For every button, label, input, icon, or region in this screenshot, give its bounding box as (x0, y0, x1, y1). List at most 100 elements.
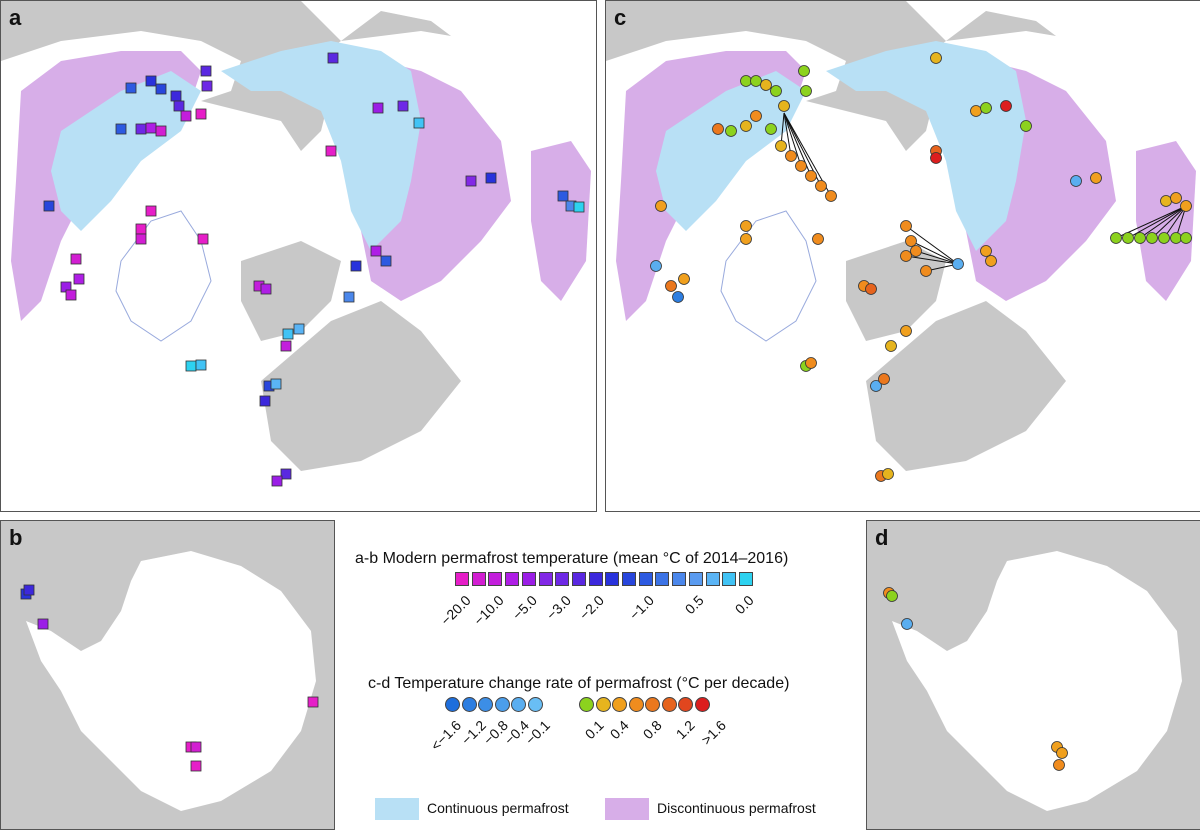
site-marker (135, 123, 147, 135)
site-marker (135, 223, 147, 235)
site-marker (280, 468, 292, 480)
site-marker (259, 395, 271, 407)
temperature-tick-label: −2.0 (576, 592, 607, 623)
temperature-tick-label: −5.0 (509, 592, 541, 623)
site-marker (350, 260, 362, 272)
site-marker (1070, 175, 1082, 187)
panel-label-a: a (9, 5, 22, 30)
site-marker (307, 696, 319, 708)
site-marker (952, 258, 964, 270)
site-marker (712, 123, 724, 135)
site-marker (970, 105, 982, 117)
site-marker (678, 273, 690, 285)
site-marker (343, 291, 355, 303)
site-marker (180, 110, 192, 122)
temperature-tick-label: −1.0 (626, 592, 658, 623)
site-marker (1170, 192, 1182, 204)
site-marker (900, 250, 912, 262)
site-marker (740, 220, 752, 232)
site-marker (145, 122, 157, 134)
site-marker (372, 102, 384, 114)
site-marker (740, 233, 752, 245)
site-marker (485, 172, 497, 184)
site-marker (800, 85, 812, 97)
temperature-swatch (655, 572, 670, 586)
site-marker (805, 170, 817, 182)
antarctic-map-b (20, 551, 319, 811)
site-marker (260, 283, 272, 295)
rate-swatch (511, 697, 526, 712)
site-marker (327, 52, 339, 64)
temperature-swatch (722, 572, 737, 586)
site-marker (23, 584, 35, 596)
site-marker (380, 255, 392, 267)
site-marker (173, 100, 185, 112)
site-marker (370, 245, 382, 257)
site-marker (190, 760, 202, 772)
site-marker (1056, 747, 1068, 759)
rate-swatch (478, 697, 493, 712)
continuous-region (51, 71, 201, 231)
site-marker (397, 100, 409, 112)
site-marker (900, 220, 912, 232)
site-marker (1146, 232, 1158, 244)
site-marker (900, 325, 912, 337)
site-marker (190, 741, 202, 753)
site-marker (43, 200, 55, 212)
site-marker (901, 618, 913, 630)
site-marker (145, 75, 157, 87)
rate-swatch (579, 697, 594, 712)
site-marker (325, 145, 337, 157)
site-marker (413, 117, 425, 129)
site-marker (573, 201, 585, 213)
temperature-swatch (488, 572, 503, 586)
continuous-permafrost-label: Continuous permafrost (427, 800, 569, 816)
temperature-swatch (505, 572, 520, 586)
site-marker (882, 468, 894, 480)
temperature-swatch (672, 572, 687, 586)
temperature-swatch (555, 572, 570, 586)
rate-tick-label: >1.6 (698, 717, 729, 748)
rate-swatch (527, 697, 543, 712)
rate-swatch (461, 697, 477, 712)
map-panel-b: b (0, 520, 335, 830)
temperature-swatch (521, 572, 536, 586)
continuous-permafrost-swatch (375, 798, 419, 820)
site-marker (878, 373, 890, 385)
discontinuous-permafrost-label: Discontinuous permafrost (657, 800, 816, 816)
site-marker (1000, 100, 1012, 112)
rate-legend-title: c-d Temperature change rate of permafros… (368, 675, 790, 692)
temperature-swatch (638, 572, 653, 586)
rate-tick-label: 1.2 (672, 717, 698, 743)
temperature-tick-label: 0.0 (732, 592, 758, 618)
site-marker (197, 233, 209, 245)
site-marker (760, 79, 772, 91)
rate-swatch (494, 697, 510, 712)
site-marker (135, 233, 147, 245)
site-marker (65, 289, 77, 301)
site-marker (885, 340, 897, 352)
site-marker (1020, 120, 1032, 132)
site-marker (795, 160, 807, 172)
site-marker (1110, 232, 1122, 244)
site-marker (1180, 200, 1192, 212)
discontinuous-permafrost-swatch (605, 798, 649, 820)
site-marker (775, 140, 787, 152)
site-marker (557, 190, 569, 202)
temperature-swatch (738, 572, 753, 586)
site-marker (930, 152, 942, 164)
rate-swatch (645, 697, 660, 712)
site-marker (930, 52, 942, 64)
site-marker (778, 100, 790, 112)
temperature-swatch (588, 572, 603, 586)
temperature-legend-title: a-b Modern permafrost temperature (mean … (355, 550, 789, 567)
temperature-tick-label: −3.0 (542, 592, 574, 623)
antarctic-map-d (883, 551, 1182, 811)
site-marker (70, 253, 82, 265)
site-marker (815, 180, 827, 192)
panel-label-d: d (875, 525, 889, 550)
site-marker (1134, 232, 1146, 244)
site-marker (125, 82, 137, 94)
arctic-map-a (1, 1, 596, 511)
legend: a-b Modern permafrost temperature (mean … (340, 520, 850, 828)
